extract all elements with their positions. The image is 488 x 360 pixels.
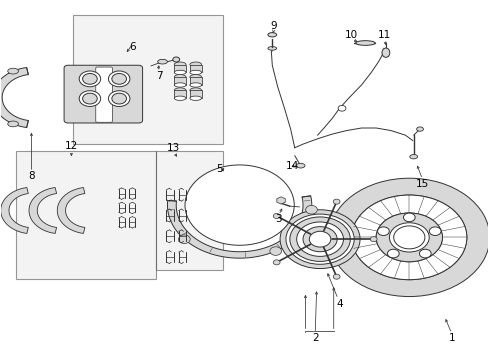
FancyBboxPatch shape [64,65,142,123]
Circle shape [108,71,130,87]
Ellipse shape [174,62,185,67]
Circle shape [296,222,343,256]
Circle shape [428,227,440,235]
Ellipse shape [158,59,167,64]
Polygon shape [167,196,311,258]
Circle shape [309,231,330,247]
Text: 4: 4 [336,299,342,309]
Text: 7: 7 [156,71,162,81]
Circle shape [184,165,294,245]
Circle shape [305,206,317,214]
Ellipse shape [381,48,389,57]
Circle shape [419,249,430,258]
Ellipse shape [174,83,185,87]
Circle shape [108,91,130,107]
Circle shape [112,93,126,104]
Bar [156,151,222,270]
Ellipse shape [8,68,19,74]
Circle shape [79,71,101,87]
Text: 2: 2 [311,333,318,343]
Ellipse shape [174,75,185,80]
Circle shape [388,223,428,252]
Circle shape [393,226,424,249]
Circle shape [377,227,388,235]
Ellipse shape [189,96,201,100]
Text: 1: 1 [447,333,454,343]
Circle shape [280,210,359,269]
Circle shape [79,91,101,107]
Circle shape [112,73,126,84]
Bar [189,64,201,72]
Ellipse shape [267,46,276,50]
Circle shape [303,226,336,252]
Circle shape [332,199,339,204]
Polygon shape [0,188,28,233]
Ellipse shape [355,41,374,45]
Text: 5: 5 [215,164,222,174]
Circle shape [82,93,97,104]
Circle shape [375,213,442,262]
Text: 13: 13 [167,143,180,153]
Bar [174,77,185,85]
Polygon shape [57,188,85,233]
Bar [174,90,185,98]
Text: 11: 11 [378,30,391,40]
Ellipse shape [409,154,417,159]
Ellipse shape [267,33,276,37]
Circle shape [273,213,280,219]
Text: 6: 6 [129,42,135,52]
Circle shape [285,214,353,264]
Ellipse shape [189,88,201,93]
Bar [16,151,156,279]
Circle shape [273,260,280,265]
Ellipse shape [296,163,305,168]
Circle shape [172,57,179,62]
Ellipse shape [174,70,185,75]
Bar [189,90,201,98]
Wedge shape [351,195,466,280]
Text: 12: 12 [64,141,78,151]
Ellipse shape [189,83,201,87]
Circle shape [403,213,414,222]
Ellipse shape [8,121,19,127]
Circle shape [332,274,339,279]
Ellipse shape [174,88,185,93]
Ellipse shape [416,127,423,131]
Ellipse shape [189,75,201,80]
Text: 10: 10 [345,30,358,40]
Polygon shape [29,188,57,233]
Circle shape [289,217,349,261]
Circle shape [386,249,398,258]
Circle shape [369,237,376,242]
Text: 9: 9 [270,21,277,31]
Ellipse shape [189,70,201,75]
Bar [174,64,185,72]
Bar [189,77,201,85]
Text: 3: 3 [275,215,282,224]
Ellipse shape [189,62,201,67]
FancyBboxPatch shape [96,67,112,122]
Text: 8: 8 [28,171,35,181]
Ellipse shape [174,96,185,100]
Text: 15: 15 [415,179,428,189]
Bar [73,15,222,144]
Text: 14: 14 [285,161,298,171]
Circle shape [337,105,345,111]
Wedge shape [328,178,488,297]
Circle shape [269,247,281,255]
Circle shape [82,73,97,84]
Circle shape [178,235,190,243]
Polygon shape [0,68,28,127]
